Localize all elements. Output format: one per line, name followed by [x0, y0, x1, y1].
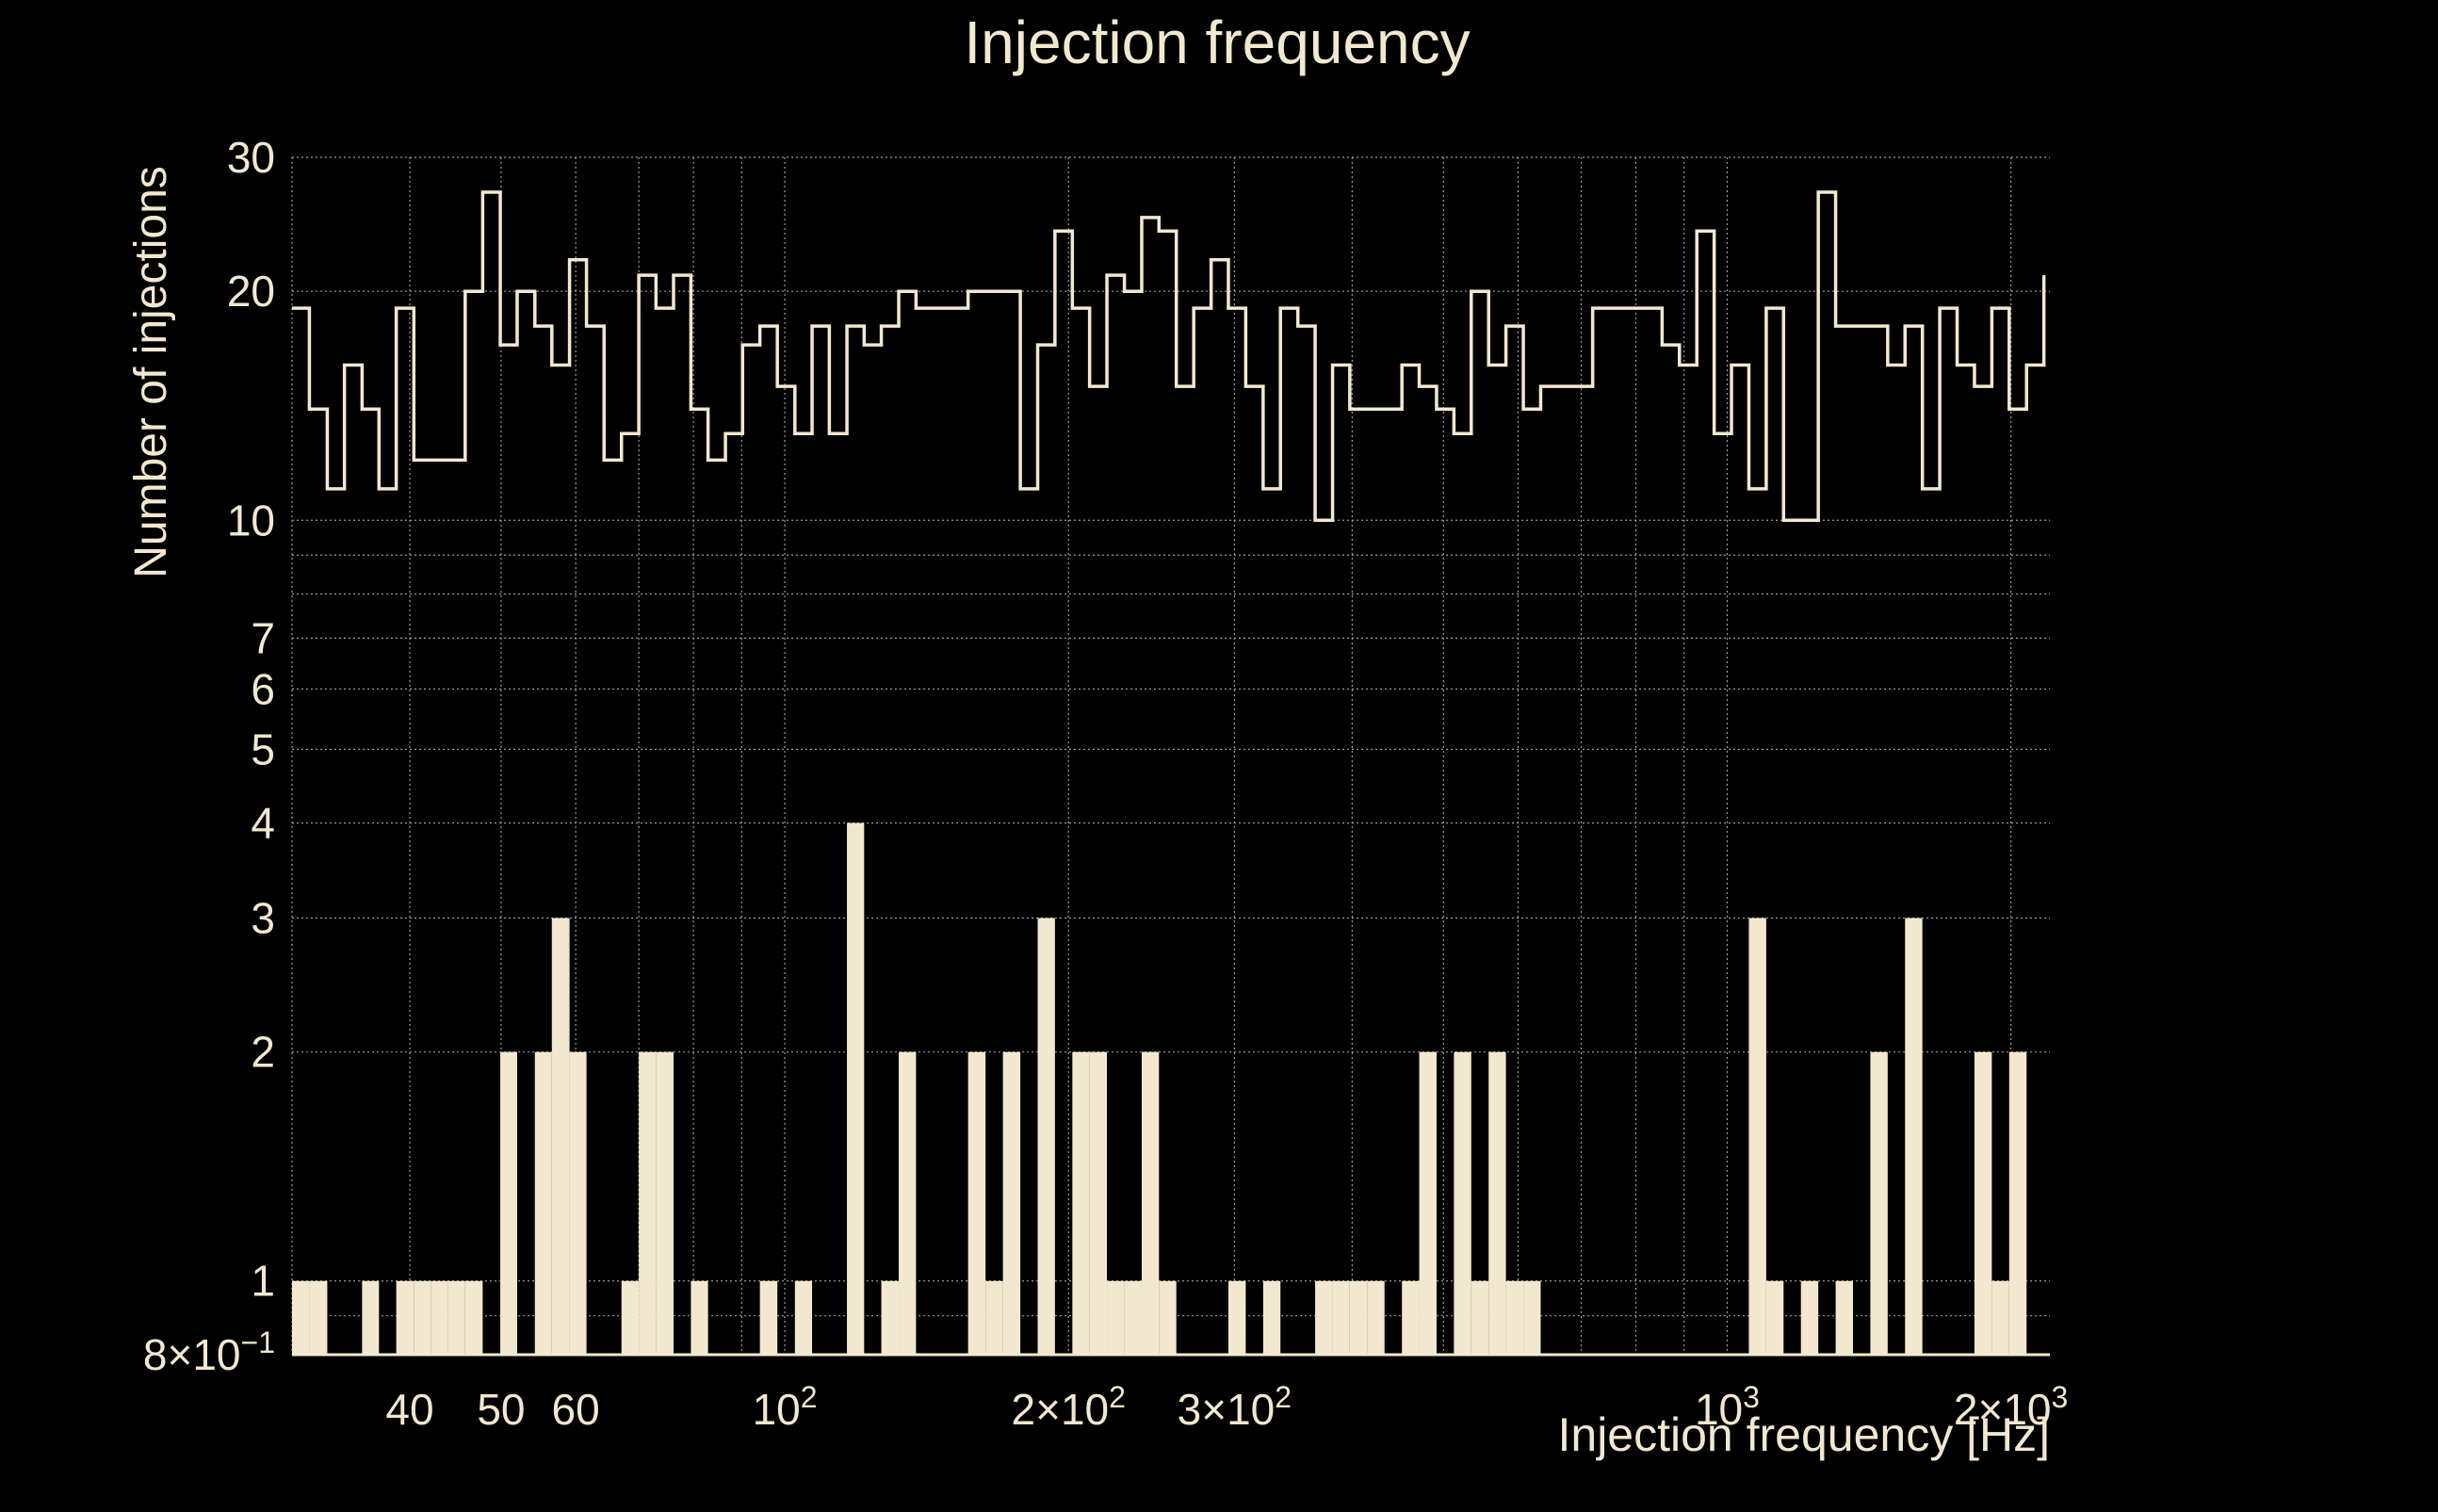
histogram-bar [1835, 1280, 1854, 1355]
histogram-bar [639, 1051, 657, 1355]
histogram-bar [1523, 1280, 1541, 1355]
histogram-bar [292, 1280, 310, 1355]
y-tick-label: 10 [227, 496, 275, 545]
histogram-bar [1089, 1051, 1108, 1355]
histogram-bar [1454, 1051, 1471, 1355]
histogram-bar [985, 1280, 1003, 1355]
y-tick-label: 30 [227, 133, 275, 182]
histogram-bar [1870, 1051, 1888, 1355]
histogram-bar [1315, 1280, 1333, 1355]
histogram-bar [2008, 1051, 2027, 1355]
y-tick-label: 4 [251, 799, 275, 848]
histogram-bar [881, 1280, 900, 1355]
x-tick-label: 50 [477, 1385, 525, 1434]
histogram-bar [1471, 1280, 1489, 1355]
histogram-bar [899, 1051, 917, 1355]
histogram-bar [691, 1280, 708, 1355]
histogram-bar [1349, 1280, 1368, 1355]
histogram-bar [1332, 1280, 1350, 1355]
y-tick-label: 2 [251, 1028, 275, 1077]
histogram-bar [1002, 1051, 1021, 1355]
histogram-bar [569, 1051, 587, 1355]
histogram-bar [1765, 1280, 1784, 1355]
histogram-bar [967, 1051, 986, 1355]
x-tick-label: 3×102 [1178, 1380, 1292, 1434]
x-tick-label: 60 [552, 1385, 600, 1434]
histogram-bar [1107, 1280, 1125, 1355]
histogram-bar [500, 1051, 517, 1355]
y-tick-label: 1 [251, 1257, 275, 1306]
histogram-bar [621, 1280, 640, 1355]
histogram-bar [1037, 918, 1055, 1355]
y-tick-label: 5 [251, 724, 275, 773]
histogram-bar [1159, 1280, 1177, 1355]
histogram-bar [534, 1051, 552, 1355]
bars-layer [292, 822, 2027, 1355]
ticks-layer: 40 50 60 102 2×102 3×102 103 2×1038×10−11234567… [143, 133, 2068, 1434]
histogram-bar [656, 1051, 674, 1355]
histogram-bar [464, 1280, 483, 1355]
y-tick-label: 3 [251, 893, 275, 942]
histogram-bar [1905, 918, 1923, 1355]
histogram-bar [1402, 1280, 1420, 1355]
chart-title: Injection frequency [964, 8, 1470, 76]
histogram-bar [759, 1280, 778, 1355]
histogram-bar [1419, 1051, 1437, 1355]
histogram-bar [362, 1280, 380, 1355]
step-histogram-line [292, 190, 2046, 523]
step-layer [292, 190, 2046, 523]
histogram-bar [1505, 1280, 1524, 1355]
histogram-bar [1748, 918, 1766, 1355]
histogram-bar [396, 1280, 414, 1355]
histogram-bar [1141, 1051, 1160, 1355]
x-tick-label: 40 [385, 1385, 433, 1434]
histogram-bar [1227, 1280, 1246, 1355]
y-tick-label: 20 [227, 267, 275, 316]
histogram-bar [414, 1280, 431, 1355]
histogram-bar [1974, 1051, 1992, 1355]
y-tick-label: 7 [251, 613, 275, 662]
x-axis-label: Injection frequency [Hz] [1558, 1408, 2051, 1461]
histogram-bar [309, 1280, 328, 1355]
histogram-bar [1072, 1051, 1090, 1355]
y-tick-label: 6 [251, 664, 275, 713]
histogram-bar [1367, 1280, 1385, 1355]
histogram-bar [1800, 1280, 1819, 1355]
x-tick-label: 2×102 [1012, 1380, 1126, 1434]
histogram-bar [1124, 1280, 1142, 1355]
histogram-bar [1488, 1051, 1506, 1355]
histogram-bar [794, 1280, 813, 1355]
histogram-bar [551, 918, 570, 1355]
histogram-bar [431, 1280, 448, 1355]
histogram-bar [1991, 1280, 2009, 1355]
histogram-bar [1262, 1280, 1281, 1355]
x-tick-label: 2×103 [1954, 1380, 2068, 1434]
histogram-bar [847, 822, 865, 1355]
y-axis-label: Number of injections [126, 166, 176, 578]
histogram-bar [447, 1280, 465, 1355]
